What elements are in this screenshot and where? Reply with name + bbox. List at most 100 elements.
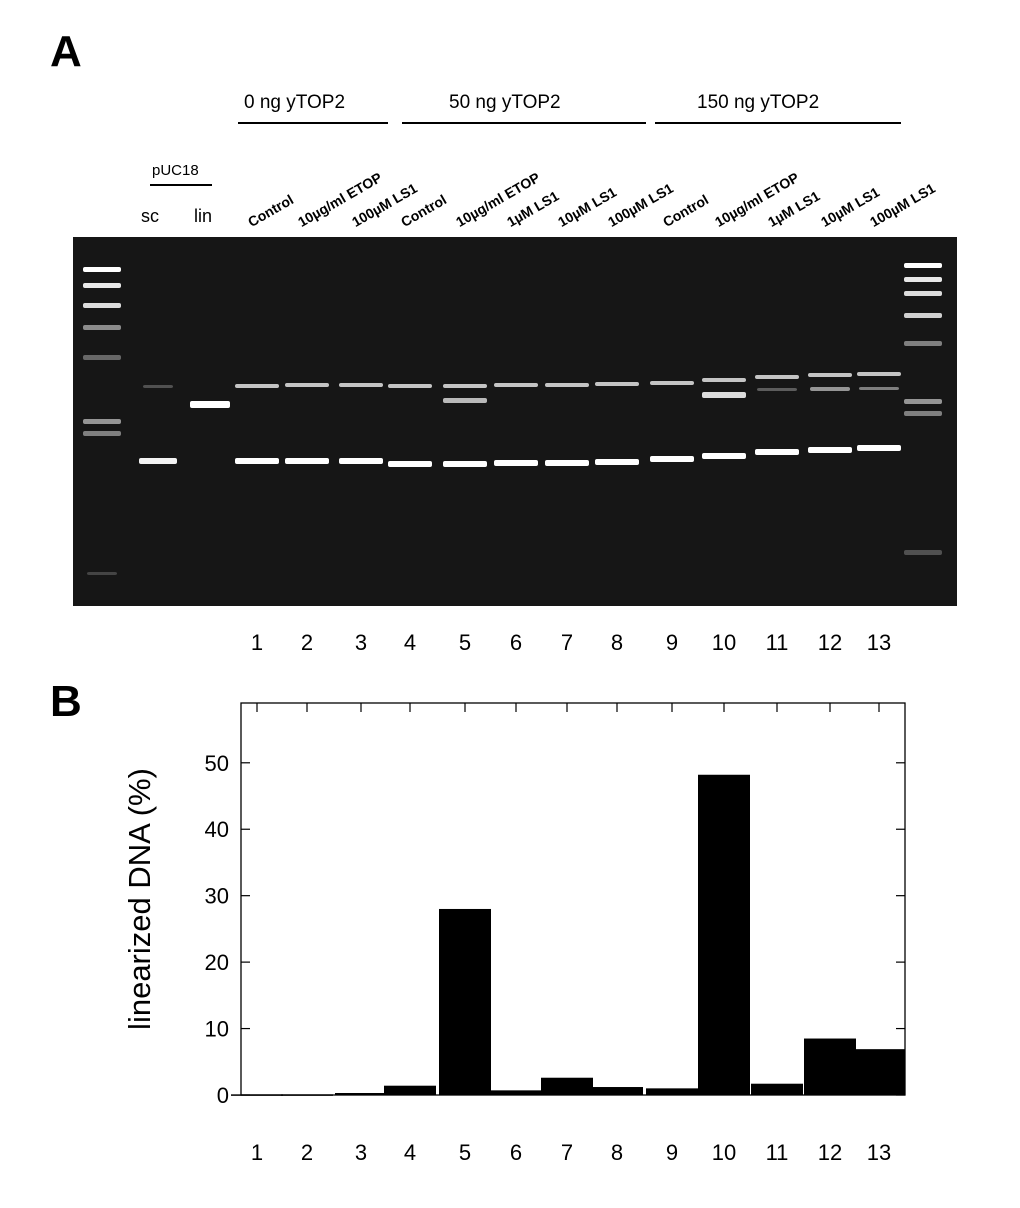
gel-band	[143, 385, 173, 388]
gel-band	[904, 263, 942, 268]
x-tick-label: 2	[301, 1140, 313, 1165]
bar-lane-5	[439, 908, 491, 1095]
gel-band	[702, 453, 746, 459]
marker-group-line	[150, 184, 212, 186]
gel-band	[857, 445, 901, 451]
lane-number: 3	[354, 630, 368, 655]
gel-band	[904, 277, 942, 282]
x-tick-label: 13	[867, 1140, 891, 1165]
gel-band	[595, 382, 639, 386]
gel-band	[545, 460, 589, 466]
bar-lane-4	[384, 1085, 436, 1095]
lane-number: 2	[300, 630, 314, 655]
gel-band	[755, 375, 799, 379]
group-line-0ng	[238, 122, 388, 124]
lane-number: 5	[458, 630, 472, 655]
gel-band	[545, 383, 589, 387]
gel-bands	[83, 263, 942, 575]
gel-band	[339, 383, 383, 387]
gel-band	[139, 458, 177, 464]
bar-lane-1	[231, 1094, 283, 1096]
plot-frame	[240, 702, 906, 1096]
bar-lane-12	[804, 1038, 856, 1095]
bar-lane-6	[490, 1090, 542, 1095]
gel-band	[904, 341, 942, 346]
gel-band	[443, 384, 487, 388]
gel-band	[83, 355, 121, 360]
group-label-150ng: 150 ng yTOP2	[697, 92, 820, 113]
bar-lane-9	[646, 1088, 698, 1095]
marker-lane-sc: sc	[141, 206, 159, 226]
x-tick-label: 11	[766, 1140, 789, 1165]
y-tick-label: 50	[205, 751, 229, 776]
gel-band	[904, 291, 942, 296]
gel-band	[83, 267, 121, 272]
lane-number: 12	[817, 630, 843, 655]
panel-a-letter: A	[50, 27, 82, 76]
x-tick-label: 1	[251, 1140, 263, 1165]
gel-band	[857, 372, 901, 376]
gel-band	[285, 458, 329, 464]
gel-band	[388, 384, 432, 388]
bar-lane-2	[281, 1094, 333, 1096]
gel-band	[235, 458, 279, 464]
gel-band	[190, 401, 230, 408]
gel-band	[904, 550, 942, 555]
y-tick-label: 20	[205, 950, 229, 975]
gel-band	[755, 449, 799, 455]
gel-band	[702, 378, 746, 382]
x-tick-label: 7	[561, 1140, 573, 1165]
gel-band	[388, 461, 432, 467]
y-tick-label: 0	[217, 1083, 229, 1108]
gel-band	[859, 387, 899, 390]
group-line-150ng	[655, 122, 901, 124]
gel-band	[235, 384, 279, 388]
bar-lane-13	[853, 1049, 905, 1095]
gel-band	[904, 411, 942, 416]
x-tick-label: 9	[666, 1140, 678, 1165]
gel-band	[650, 456, 694, 462]
gel-band	[83, 325, 121, 330]
lane-number: 9	[665, 630, 679, 655]
lane-number: 7	[560, 630, 574, 655]
lane-number: 6	[509, 630, 523, 655]
gel-band	[285, 383, 329, 387]
bar-lane-7	[541, 1077, 593, 1095]
x-tick-label: 4	[404, 1140, 416, 1165]
lane-number: 4	[403, 630, 417, 655]
marker-lane-lin: lin	[194, 206, 213, 226]
gel-band	[83, 283, 121, 288]
gel-band	[494, 460, 538, 466]
y-tick-label: 40	[205, 817, 229, 842]
group-label-0ng: 0 ng yTOP2	[244, 92, 346, 113]
lane-number: 13	[866, 630, 892, 655]
lane-number: 1	[250, 630, 264, 655]
gel-band	[443, 398, 487, 403]
y-axis-label: linearized DNA (%)	[122, 768, 157, 1030]
gel-band	[339, 458, 383, 464]
lane-number: 10	[711, 630, 737, 655]
y-tick-label: 30	[205, 884, 229, 909]
gel-band	[595, 459, 639, 465]
gel-band	[650, 381, 694, 385]
marker-group-label: pUC18	[152, 162, 199, 179]
y-tick-label: 10	[205, 1017, 229, 1042]
gel-band	[808, 447, 852, 453]
gel-band	[702, 392, 746, 398]
x-tick-label: 12	[818, 1140, 842, 1165]
bar-lane-3	[335, 1093, 387, 1095]
gel-band	[904, 313, 942, 318]
gel-band	[83, 431, 121, 436]
x-tick-label: 5	[459, 1140, 471, 1165]
bar-lane-10	[698, 774, 750, 1095]
gel-image	[73, 237, 957, 606]
gel-band	[443, 461, 487, 467]
lane-number: 11	[765, 630, 789, 655]
bar-lane-8	[591, 1087, 643, 1095]
x-tick-label: 10	[712, 1140, 736, 1165]
bar-lane-11	[751, 1083, 803, 1095]
panel-b-letter: B	[50, 677, 82, 726]
gel-band	[87, 572, 117, 575]
gel-band	[808, 373, 852, 377]
